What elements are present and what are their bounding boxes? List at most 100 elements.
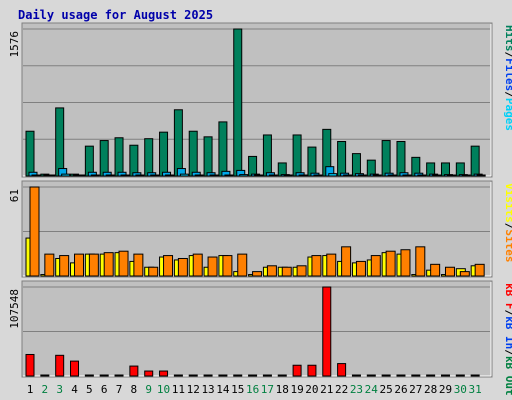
x-tick-label: 30 — [454, 383, 467, 396]
bar-sites — [311, 255, 322, 277]
y-max-label: 61 — [8, 189, 21, 202]
bar-hits — [470, 145, 480, 177]
bar-kb-f — [203, 374, 213, 377]
bar-pages — [446, 174, 456, 177]
bar-pages — [313, 174, 323, 177]
bar-pages — [239, 174, 249, 177]
legend-item: kB In — [503, 316, 512, 349]
bar-sites — [281, 266, 292, 277]
bar-sites — [400, 249, 411, 277]
bar-pages — [165, 174, 175, 177]
bar-sites — [133, 253, 144, 277]
bar-kb-f — [25, 353, 35, 377]
bar-sites — [222, 255, 233, 277]
bar-pages — [372, 174, 382, 177]
bar-kb-f — [129, 365, 139, 377]
bar-pages — [357, 174, 367, 177]
bar-sites — [430, 263, 441, 277]
legend-visits-sites: Visits/Sites — [503, 183, 512, 263]
bar-pages — [209, 174, 219, 177]
bar-sites — [370, 255, 381, 277]
bar-kb-f — [188, 374, 198, 377]
bar-pages — [461, 174, 471, 177]
x-tick-label: 1 — [27, 383, 34, 396]
x-tick-label: 22 — [335, 383, 348, 396]
bar-hits — [173, 109, 183, 177]
bar-hits — [277, 162, 287, 177]
bar-sites — [415, 246, 426, 277]
bar-pages — [150, 174, 160, 177]
bar-kb-f — [337, 363, 347, 377]
bar-kb-f — [262, 374, 272, 377]
legend-item: Visits — [503, 183, 512, 223]
bar-kb-f — [40, 374, 50, 377]
x-tick-label: 28 — [424, 383, 437, 396]
bar-sites — [163, 255, 174, 277]
bar-sites — [207, 256, 218, 277]
bar-sites — [296, 265, 307, 277]
x-tick-label: 31 — [469, 383, 482, 396]
legend-item: kB F — [503, 283, 512, 310]
bar-hits — [159, 131, 169, 177]
bar-kb-f — [440, 374, 450, 377]
legend-separator: / — [503, 310, 512, 317]
bar-hits — [262, 134, 272, 177]
bar-pages — [31, 174, 41, 177]
legend-item: Sites — [503, 229, 512, 262]
bar-hits — [337, 140, 347, 177]
bar-sites — [59, 255, 70, 277]
bar-hits — [84, 145, 94, 177]
bar-pages — [254, 174, 264, 177]
bar-hits — [396, 140, 406, 177]
bar-hits — [99, 140, 109, 177]
bar-hits — [203, 136, 213, 177]
bar-kb-f — [455, 374, 465, 377]
bar-sites — [266, 265, 277, 277]
bar-kb-f — [396, 374, 406, 377]
bar-sites — [474, 263, 485, 277]
bar-sites — [44, 253, 55, 277]
bar-hits — [351, 153, 361, 177]
x-tick-label: 11 — [172, 383, 185, 396]
bar-sites — [88, 253, 99, 277]
panel-kbytes — [21, 280, 493, 378]
bar-sites — [177, 257, 188, 277]
y-max-label: 107548 — [8, 289, 21, 329]
bar-kb-f — [426, 374, 436, 377]
bar-pages — [343, 174, 353, 177]
bar-pages — [328, 173, 338, 177]
x-tick-label: 8 — [131, 383, 138, 396]
bar-hits — [218, 121, 228, 177]
bar-kb-f — [114, 374, 124, 377]
x-tick-label: 5 — [86, 383, 93, 396]
bar-kb-f — [159, 370, 169, 377]
bar-kb-f — [84, 374, 94, 377]
bar-hits — [366, 159, 376, 177]
x-tick-label: 27 — [409, 383, 422, 396]
bar-kb-f — [307, 364, 317, 377]
bar-kb-f — [173, 374, 183, 377]
legend-item: Files — [503, 58, 512, 91]
bar-sites — [355, 260, 366, 277]
bar-hits — [25, 130, 35, 177]
x-tick-label: 4 — [71, 383, 78, 396]
bar-kb-f — [411, 374, 421, 377]
bar-sites — [444, 266, 455, 277]
bar-kb-f — [470, 374, 480, 377]
x-tick-label: 9 — [145, 383, 152, 396]
x-tick-label: 14 — [216, 383, 230, 396]
x-tick-label: 6 — [101, 383, 108, 396]
bar-kb-f — [381, 374, 391, 377]
bar-kb-f — [70, 360, 80, 377]
bar-hits — [307, 146, 317, 177]
bar-hits — [440, 162, 450, 177]
bar-pages — [61, 173, 71, 177]
bar-pages — [417, 174, 427, 177]
bar-pages — [135, 174, 145, 177]
bar-hits — [292, 134, 302, 177]
bar-pages — [283, 174, 293, 177]
bar-kb-f — [248, 374, 258, 377]
bar-hits — [248, 155, 258, 177]
x-tick-label: 19 — [290, 383, 303, 396]
x-tick-label: 21 — [320, 383, 333, 396]
